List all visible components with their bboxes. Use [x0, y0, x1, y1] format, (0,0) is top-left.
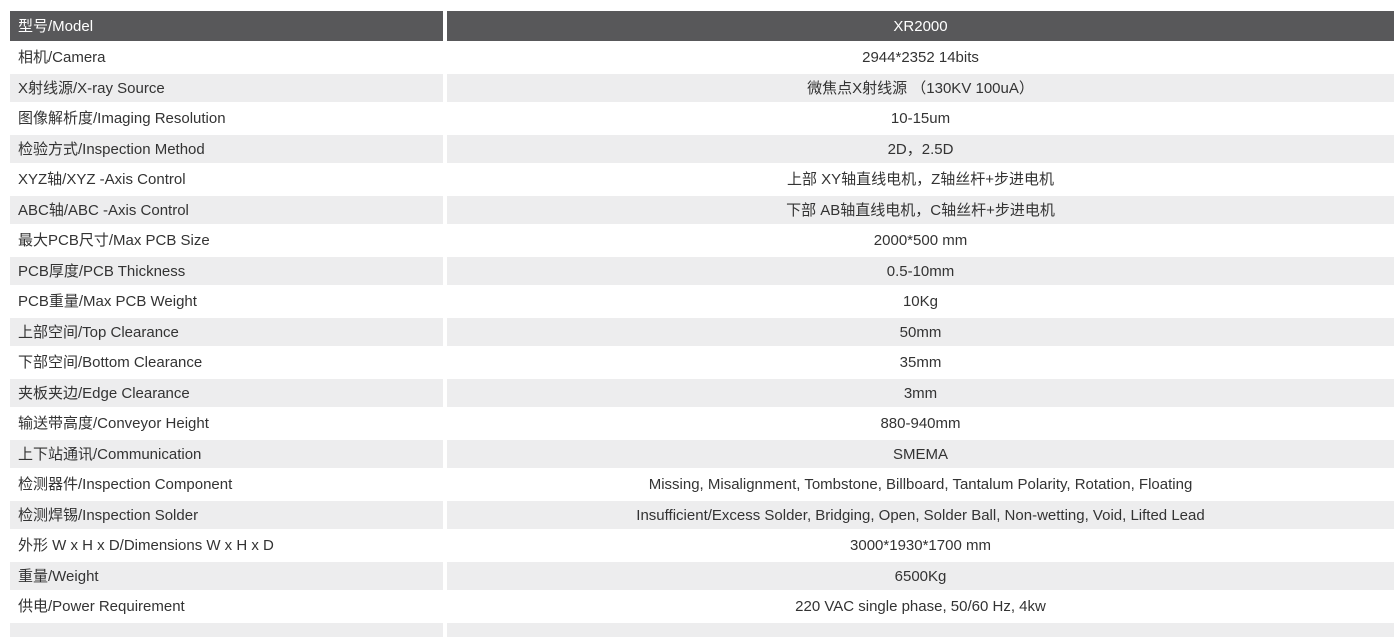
spec-value-cell: 880-940mm — [447, 407, 1394, 440]
spec-label-cell: 供电/Power Requirement — [10, 590, 443, 623]
spec-label-cell: 下部空间/Bottom Clearance — [10, 346, 443, 379]
spec-label-cell: 重量/Weight — [10, 562, 443, 590]
spec-value-cell: 2000*500 mm — [447, 224, 1394, 257]
spec-label-cell — [10, 623, 443, 637]
table-row: 相机/Camera 2944*2352 14bits — [10, 41, 1394, 74]
spec-value-cell: Missing, Misalignment, Tombstone, Billbo… — [447, 468, 1394, 501]
table-row: 供电/Power Requirement 220 VAC single phase… — [10, 590, 1394, 623]
spec-label-cell: 夹板夹边/Edge Clearance — [10, 379, 443, 407]
spec-value-cell: 6500Kg — [447, 562, 1394, 590]
spec-value-cell: 3mm — [447, 379, 1394, 407]
spec-value-cell: 微焦点X射线源 （130KV 100uA） — [447, 74, 1394, 102]
table-row-partial — [10, 623, 1394, 637]
table-row: 图像解析度/Imaging Resolution 10-15um — [10, 102, 1394, 135]
spec-label-cell: 上下站通讯/Communication — [10, 440, 443, 468]
table-row: 夹板夹边/Edge Clearance 3mm — [10, 379, 1394, 407]
spec-value-cell: 3000*1930*1700 mm — [447, 529, 1394, 562]
header-label-cell: 型号/Model — [10, 11, 443, 41]
table-row: 检测器件/Inspection Component Missing, Misali… — [10, 468, 1394, 501]
table-row: 检验方式/Inspection Method 2D，2.5D — [10, 135, 1394, 163]
spec-label-cell: X射线源/X-ray Source — [10, 74, 443, 102]
spec-label-cell: 输送带高度/Conveyor Height — [10, 407, 443, 440]
spec-value-cell: 50mm — [447, 318, 1394, 346]
table-row: PCB厚度/PCB Thickness 0.5-10mm — [10, 257, 1394, 285]
table-row: PCB重量/Max PCB Weight 10Kg — [10, 285, 1394, 318]
spec-value-cell — [447, 623, 1394, 637]
spec-label-cell: 图像解析度/Imaging Resolution — [10, 102, 443, 135]
table-row: 下部空间/Bottom Clearance 35mm — [10, 346, 1394, 379]
spec-value-cell: 2944*2352 14bits — [447, 41, 1394, 74]
spec-label-cell: PCB厚度/PCB Thickness — [10, 257, 443, 285]
table-row: 最大PCB尺寸/Max PCB Size 2000*500 mm — [10, 224, 1394, 257]
table-row: 重量/Weight 6500Kg — [10, 562, 1394, 590]
table-row: 外形 W x H x D/Dimensions W x H x D 3000*19… — [10, 529, 1394, 562]
table-row: 上部空间/Top Clearance 50mm — [10, 318, 1394, 346]
spec-label-cell: 检验方式/Inspection Method — [10, 135, 443, 163]
spec-label-cell: XYZ轴/XYZ -Axis Control — [10, 163, 443, 196]
spec-value-cell: 2D，2.5D — [447, 135, 1394, 163]
spec-value-cell: Insufficient/Excess Solder, Bridging, Op… — [447, 501, 1394, 529]
spec-value-cell: 35mm — [447, 346, 1394, 379]
spec-value-cell: 220 VAC single phase, 50/60 Hz, 4kw — [447, 590, 1394, 623]
table-row: XYZ轴/XYZ -Axis Control 上部 XY轴直线电机，Z轴丝杆+步进… — [10, 163, 1394, 196]
spec-value-cell: 下部 AB轴直线电机，C轴丝杆+步进电机 — [447, 196, 1394, 224]
spec-label-cell: 相机/Camera — [10, 41, 443, 74]
spec-value-cell: 0.5-10mm — [447, 257, 1394, 285]
table-body: 相机/Camera 2944*2352 14bits X射线源/X-ray Sour… — [10, 41, 1394, 623]
table-row: 上下站通讯/Communication SMEMA — [10, 440, 1394, 468]
header-value-cell: XR2000 — [447, 11, 1394, 41]
spec-label-cell: 最大PCB尺寸/Max PCB Size — [10, 224, 443, 257]
table-row: X射线源/X-ray Source 微焦点X射线源 （130KV 100uA） — [10, 74, 1394, 102]
spec-label-cell: 上部空间/Top Clearance — [10, 318, 443, 346]
spec-table: 型号/Model XR2000 相机/Camera 2944*2352 14bit… — [10, 11, 1394, 637]
spec-label-cell: 检测焊锡/Inspection Solder — [10, 501, 443, 529]
table-row: 检测焊锡/Inspection Solder Insufficient/Exces… — [10, 501, 1394, 529]
spec-value-cell: 10-15um — [447, 102, 1394, 135]
table-row: 输送带高度/Conveyor Height 880-940mm — [10, 407, 1394, 440]
spec-value-cell: SMEMA — [447, 440, 1394, 468]
spec-label-cell: PCB重量/Max PCB Weight — [10, 285, 443, 318]
spec-value-cell: 10Kg — [447, 285, 1394, 318]
spec-label-cell: ABC轴/ABC -Axis Control — [10, 196, 443, 224]
table-header-row: 型号/Model XR2000 — [10, 11, 1394, 41]
spec-label-cell: 外形 W x H x D/Dimensions W x H x D — [10, 529, 443, 562]
table-row: ABC轴/ABC -Axis Control 下部 AB轴直线电机，C轴丝杆+步进… — [10, 196, 1394, 224]
spec-label-cell: 检测器件/Inspection Component — [10, 468, 443, 501]
spec-value-cell: 上部 XY轴直线电机，Z轴丝杆+步进电机 — [447, 163, 1394, 196]
